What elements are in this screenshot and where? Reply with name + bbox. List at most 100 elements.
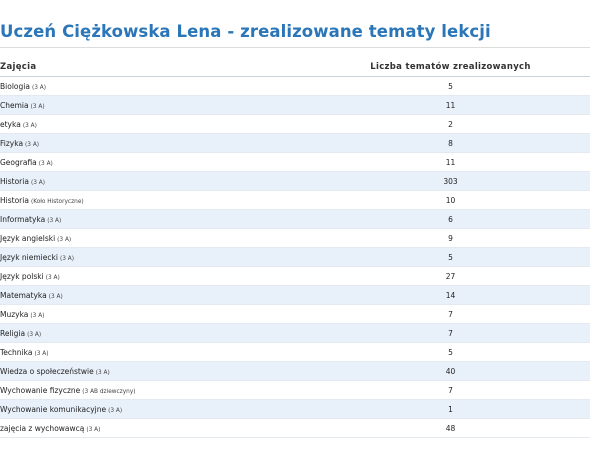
topic-count-cell: 5	[305, 247, 590, 267]
subject-name: Geografia	[0, 157, 37, 167]
table-row[interactable]: Technika (3 A) 5	[0, 342, 590, 362]
subject-cell: Fizyka (3 A)	[0, 133, 305, 153]
table-row[interactable]: Biologia (3 A) 5	[0, 76, 590, 96]
subject-cell: Informatyka (3 A)	[0, 209, 305, 229]
subject-name: Biologia	[0, 81, 30, 91]
subject-name: Fizyka	[0, 138, 24, 148]
subject-cell: Historia (Koło Historyczne)	[0, 190, 305, 210]
subject-name: Historia	[0, 195, 29, 205]
topic-count-cell: 14	[305, 285, 590, 305]
topic-count-cell: 5	[305, 342, 590, 362]
subject-group: (3 A)	[30, 103, 45, 110]
table-row[interactable]: Informatyka (3 A) 6	[0, 209, 590, 229]
table-row[interactable]: Historia (Koło Historyczne) 10	[0, 190, 590, 210]
topic-count-cell: 27	[305, 266, 590, 286]
table-row[interactable]: Muzyka (3 A) 7	[0, 304, 590, 324]
topic-count-cell: 8	[305, 133, 590, 153]
topic-count-cell: 10	[305, 190, 590, 210]
subject-cell: Język polski (3 A)	[0, 266, 305, 286]
column-header-count: Liczba tematów zrealizowanych	[305, 57, 590, 77]
table-row[interactable]: zajęcia z wychowawcą (3 A) 48	[0, 418, 590, 438]
subject-group: (3 A)	[38, 160, 53, 167]
topic-count-cell: 5	[305, 76, 590, 96]
topic-count-cell: 303	[305, 171, 590, 191]
subject-cell: Język angielski (3 A)	[0, 228, 305, 248]
table-row[interactable]: Język polski (3 A) 27	[0, 266, 590, 286]
subject-group: (3 A)	[27, 331, 42, 338]
subject-name: Historia	[0, 176, 29, 186]
subject-group: (3 A)	[30, 312, 45, 319]
topic-count-cell: 7	[305, 304, 590, 324]
table-row[interactable]: Geografia (3 A) 11	[0, 152, 590, 172]
table-row[interactable]: Matematyka (3 A) 14	[0, 285, 590, 305]
topic-count-cell: 9	[305, 228, 590, 248]
topic-count-cell: 11	[305, 152, 590, 172]
subject-cell: Chemia (3 A)	[0, 95, 305, 115]
subject-group: (3 AB dziewczyny)	[82, 388, 136, 395]
table-row[interactable]: Wiedza o społeczeństwie (3 A) 40	[0, 361, 590, 381]
table-header-row: Zajęcia Liczba tematów zrealizowanych	[0, 57, 590, 77]
column-header-subject: Zajęcia	[0, 57, 305, 77]
subject-name: Język polski	[0, 271, 44, 281]
subject-group: (3 A)	[59, 255, 74, 262]
subject-name: Język niemiecki	[0, 252, 58, 262]
subject-cell: etyka (3 A)	[0, 114, 305, 134]
title-divider	[0, 47, 590, 48]
table-row[interactable]: Wychowanie komunikacyjne (3 A) 1	[0, 399, 590, 419]
subject-name: Język angielski	[0, 233, 56, 243]
subject-cell: Wychowanie komunikacyjne (3 A)	[0, 399, 305, 419]
table-row[interactable]: Chemia (3 A) 11	[0, 95, 590, 115]
table-row[interactable]: Religia (3 A) 7	[0, 323, 590, 343]
table-row[interactable]: Język angielski (3 A) 9	[0, 228, 590, 248]
table-row[interactable]: etyka (3 A) 2	[0, 114, 590, 134]
subject-group: (3 A)	[25, 141, 40, 148]
topic-count-cell: 1	[305, 399, 590, 419]
subject-cell: Wiedza o społeczeństwie (3 A)	[0, 361, 305, 381]
topic-count-cell: 48	[305, 418, 590, 438]
topics-table: Zajęcia Liczba tematów zrealizowanych Bi…	[0, 57, 590, 438]
subject-group: (3 A)	[30, 179, 45, 186]
subject-name: Matematyka	[0, 290, 47, 300]
topic-count-cell: 2	[305, 114, 590, 134]
subject-name: Wychowanie komunikacyjne	[0, 404, 107, 414]
subject-cell: Technika (3 A)	[0, 342, 305, 362]
subject-name: zajęcia z wychowawcą	[0, 423, 85, 433]
subject-group: (3 A)	[108, 407, 123, 414]
topic-count-cell: 7	[305, 323, 590, 343]
subject-name: etyka	[0, 119, 21, 129]
subject-group: (3 A)	[86, 426, 101, 433]
topic-count-cell: 6	[305, 209, 590, 229]
subject-name: Wychowanie fizyczne	[0, 385, 81, 395]
page-title: Uczeń Ciężkowska Lena - zrealizowane tem…	[0, 22, 491, 41]
table-row[interactable]: Wychowanie fizyczne (3 AB dziewczyny) 7	[0, 380, 590, 400]
topic-count-cell: 40	[305, 361, 590, 381]
subject-cell: Geografia (3 A)	[0, 152, 305, 172]
table-row[interactable]: Język niemiecki (3 A) 5	[0, 247, 590, 267]
subject-name: Chemia	[0, 100, 29, 110]
subject-group: (3 A)	[31, 84, 46, 91]
subject-group: (3 A)	[95, 369, 110, 376]
subject-group: (3 A)	[22, 122, 37, 129]
subject-name: Wiedza o społeczeństwie	[0, 366, 94, 376]
subject-group: (3 A)	[57, 236, 72, 243]
topic-count-cell: 11	[305, 95, 590, 115]
subject-name: Religia	[0, 328, 26, 338]
table-row[interactable]: Historia (3 A) 303	[0, 171, 590, 191]
subject-name: Muzyka	[0, 309, 29, 319]
subject-group: (Koło Historyczne)	[30, 198, 84, 205]
subject-cell: Język niemiecki (3 A)	[0, 247, 305, 267]
subject-name: Technika	[0, 347, 33, 357]
subject-cell: Historia (3 A)	[0, 171, 305, 191]
subject-group: (3 A)	[47, 217, 62, 224]
subject-cell: Muzyka (3 A)	[0, 304, 305, 324]
table-row[interactable]: Fizyka (3 A) 8	[0, 133, 590, 153]
subject-cell: Matematyka (3 A)	[0, 285, 305, 305]
subject-name: Informatyka	[0, 214, 46, 224]
subject-cell: zajęcia z wychowawcą (3 A)	[0, 418, 305, 438]
subject-cell: Religia (3 A)	[0, 323, 305, 343]
subject-cell: Wychowanie fizyczne (3 AB dziewczyny)	[0, 380, 305, 400]
subject-group: (3 A)	[45, 274, 60, 281]
subject-group: (3 A)	[34, 350, 49, 357]
topic-count-cell: 7	[305, 380, 590, 400]
subject-cell: Biologia (3 A)	[0, 76, 305, 96]
